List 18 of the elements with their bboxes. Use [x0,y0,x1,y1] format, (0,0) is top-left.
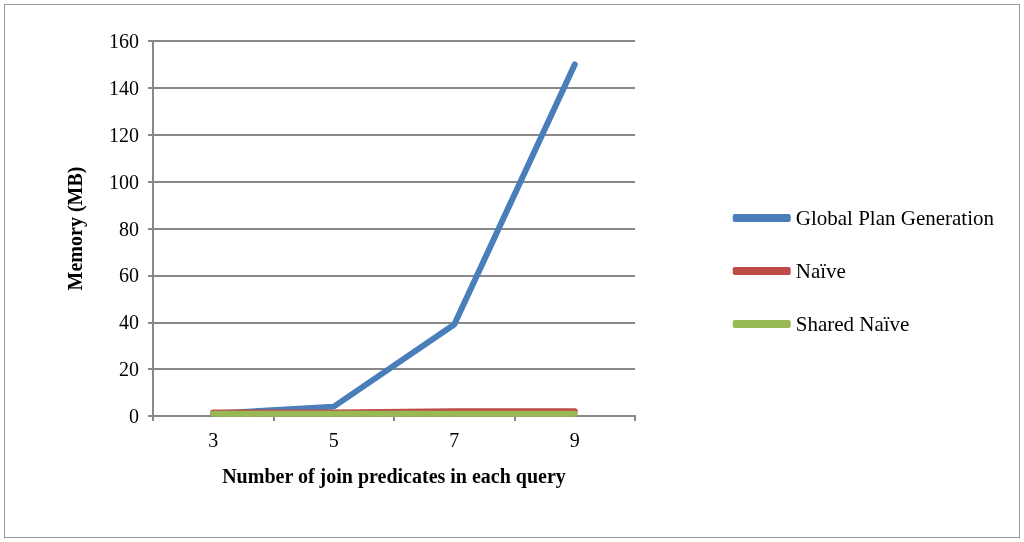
legend-label: Naïve [795,259,846,283]
y-axis-title: Memory (MB) [64,166,87,291]
y-tick-label: 100 [109,170,139,193]
legend-label: Global Plan Generation [795,206,995,230]
y-tick-label: 80 [119,217,139,240]
x-tick-label: 3 [208,429,219,451]
legend-label: Shared Naïve [795,312,910,336]
y-tick-label: 160 [109,30,139,52]
x-axis-title: Number of join predicates in each query [222,465,566,488]
x-tick-label: 5 [328,429,339,451]
y-tick-label: 140 [109,76,139,99]
y-tick-label: 20 [119,358,139,381]
x-tick-label: 7 [449,429,460,451]
y-tick-label: 60 [119,264,139,287]
y-tick-label: 40 [119,311,139,334]
y-tick-label: 120 [109,123,139,146]
x-tick-label: 9 [569,429,580,451]
y-tick-label: 0 [129,405,139,427]
